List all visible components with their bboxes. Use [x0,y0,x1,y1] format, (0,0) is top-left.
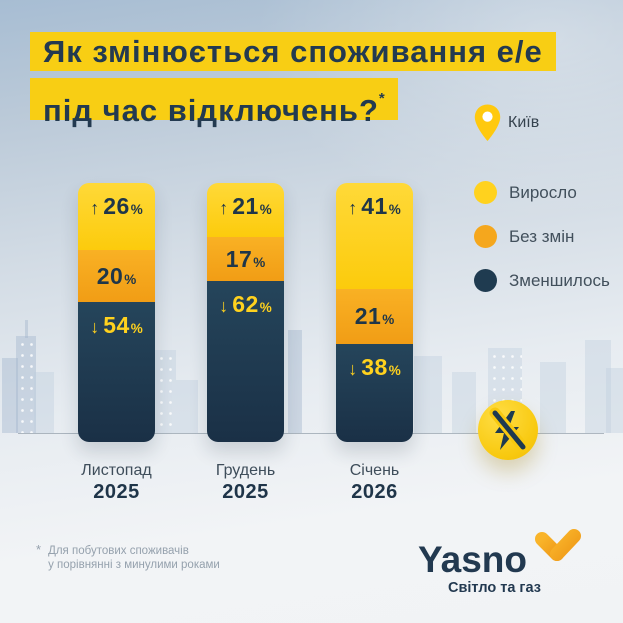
footnote-text: Для побутових споживачів у порівнянні з … [48,544,220,572]
percent-sign: % [124,271,137,287]
segment-value-label: 20% [97,263,137,290]
legend: Виросло Без змін Зменшилось [474,181,610,313]
percent-sign: % [130,202,143,217]
category-label-3: Січень 2026 [336,462,413,504]
legend-dot-icon [474,225,497,248]
segment-value-label: ↑ 21% [219,193,272,220]
yasno-y-icon [530,525,584,586]
skyline-spire [25,320,28,338]
segment-value: 21 [354,302,382,329]
location-label: Київ [508,114,540,131]
percent-sign: % [259,300,272,316]
percent-sign: % [382,311,395,327]
month-name: Січень [349,462,400,479]
bar-1-segment-2: 20% [78,250,155,303]
arrow-up-icon: ↑ [90,198,100,218]
page-title-text2: під час відключень? [43,93,379,128]
bar-chart: ↑ 26% 20% ↓ 54% ↑ 21% 17% ↓ 62% ↑ 41% 21% ↓ 38% [78,183,413,442]
brand-tagline: Світло та газ [448,580,541,596]
percent-sign: % [388,362,401,378]
baseline [18,433,604,434]
arrow-up-icon: ↑ [348,198,358,218]
bar-2-segment-1: ↑ 21% [207,183,284,238]
skyline-building [176,380,198,433]
segment-value-label: ↓ 38% [348,354,401,381]
arrow-down-icon: ↓ [90,317,100,338]
category-label-1: Листопад 2025 [78,462,155,504]
footnote-marker-sup: * [378,90,385,107]
bar-3-segment-1: ↑ 41% [336,183,413,290]
bar-3-segment-3: ↓ 38% [336,343,413,442]
segment-value: 26 [103,193,130,219]
skyline-building [585,340,611,433]
percent-sign: % [259,202,272,217]
percent-sign: % [253,254,266,270]
skyline-building [2,358,18,433]
segment-value-label: 17% [226,246,266,273]
power-outage-icon [478,400,538,460]
segment-value: 41 [361,193,388,219]
bar-3-segment-2: 21% [336,289,413,344]
footnote: * Для побутових споживачів у порівнянні … [36,542,220,572]
skyline-building [414,356,442,433]
segment-value: 17 [225,245,253,272]
month-labels: Листопад 2025 Грудень 2025 Січень 2026 [78,462,413,504]
legend-item-2: Без змін [474,225,610,248]
legend-item-1: Виросло [474,181,610,204]
legend-label: Виросло [509,182,577,202]
page-title-text1: Як змінюється споживання е/е [43,34,543,69]
bar-2: ↑ 21% 17% ↓ 62% [207,183,284,442]
segment-value: 38 [361,353,388,380]
bar-1-segment-1: ↑ 26% [78,183,155,251]
skyline-building [606,368,623,433]
legend-dot-icon [474,269,497,292]
brand-logo: Yasno Світло та газ [418,529,593,600]
page-title-line2: під час відключень?* [30,78,398,128]
month-name: Листопад [81,462,152,479]
footnote-line1: Для побутових споживачів [48,545,189,557]
brand-name: Yasno [418,539,527,580]
bar-3: ↑ 41% 21% ↓ 38% [336,183,413,442]
legend-item-3: Зменшилось [474,269,610,292]
arrow-up-icon: ↑ [219,198,229,218]
percent-sign: % [388,202,401,217]
bar-1: ↑ 26% 20% ↓ 54% [78,183,155,442]
arrow-down-icon: ↓ [219,296,229,317]
footnote-line2: у порівнянні з минулими роками [48,559,220,571]
arrow-down-icon: ↓ [348,358,358,379]
category-label-2: Грудень 2025 [207,462,284,504]
segment-value: 54 [103,312,130,339]
month-year: 2025 [222,481,269,503]
location-pin-icon [474,104,501,147]
bar-1-segment-3: ↓ 54% [78,302,155,442]
segment-value-label: ↑ 26% [90,193,143,220]
segment-value-label: 21% [355,303,395,330]
page-title-line1: Як змінюється споживання е/е [30,32,556,71]
bar-2-segment-2: 17% [207,237,284,282]
segment-value-label: ↑ 41% [348,193,401,220]
skyline-building [540,362,566,433]
segment-value: 20 [96,262,124,289]
skyline-building [16,336,36,433]
segment-value-label: ↓ 54% [90,312,143,339]
segment-value: 21 [232,193,259,219]
month-year: 2026 [351,481,398,503]
month-year: 2025 [93,481,140,503]
segment-value: 62 [232,291,259,318]
legend-label: Без змін [509,226,575,246]
percent-sign: % [130,321,143,337]
bar-2-segment-3: ↓ 62% [207,281,284,442]
month-name: Грудень [215,462,276,479]
skyline-building [34,372,54,433]
legend-label: Зменшилось [509,270,610,290]
skyline-building [288,330,302,433]
segment-value-label: ↓ 62% [219,291,272,318]
legend-dot-icon [474,181,497,204]
skyline-building [452,372,476,433]
footnote-marker: * [36,542,42,557]
